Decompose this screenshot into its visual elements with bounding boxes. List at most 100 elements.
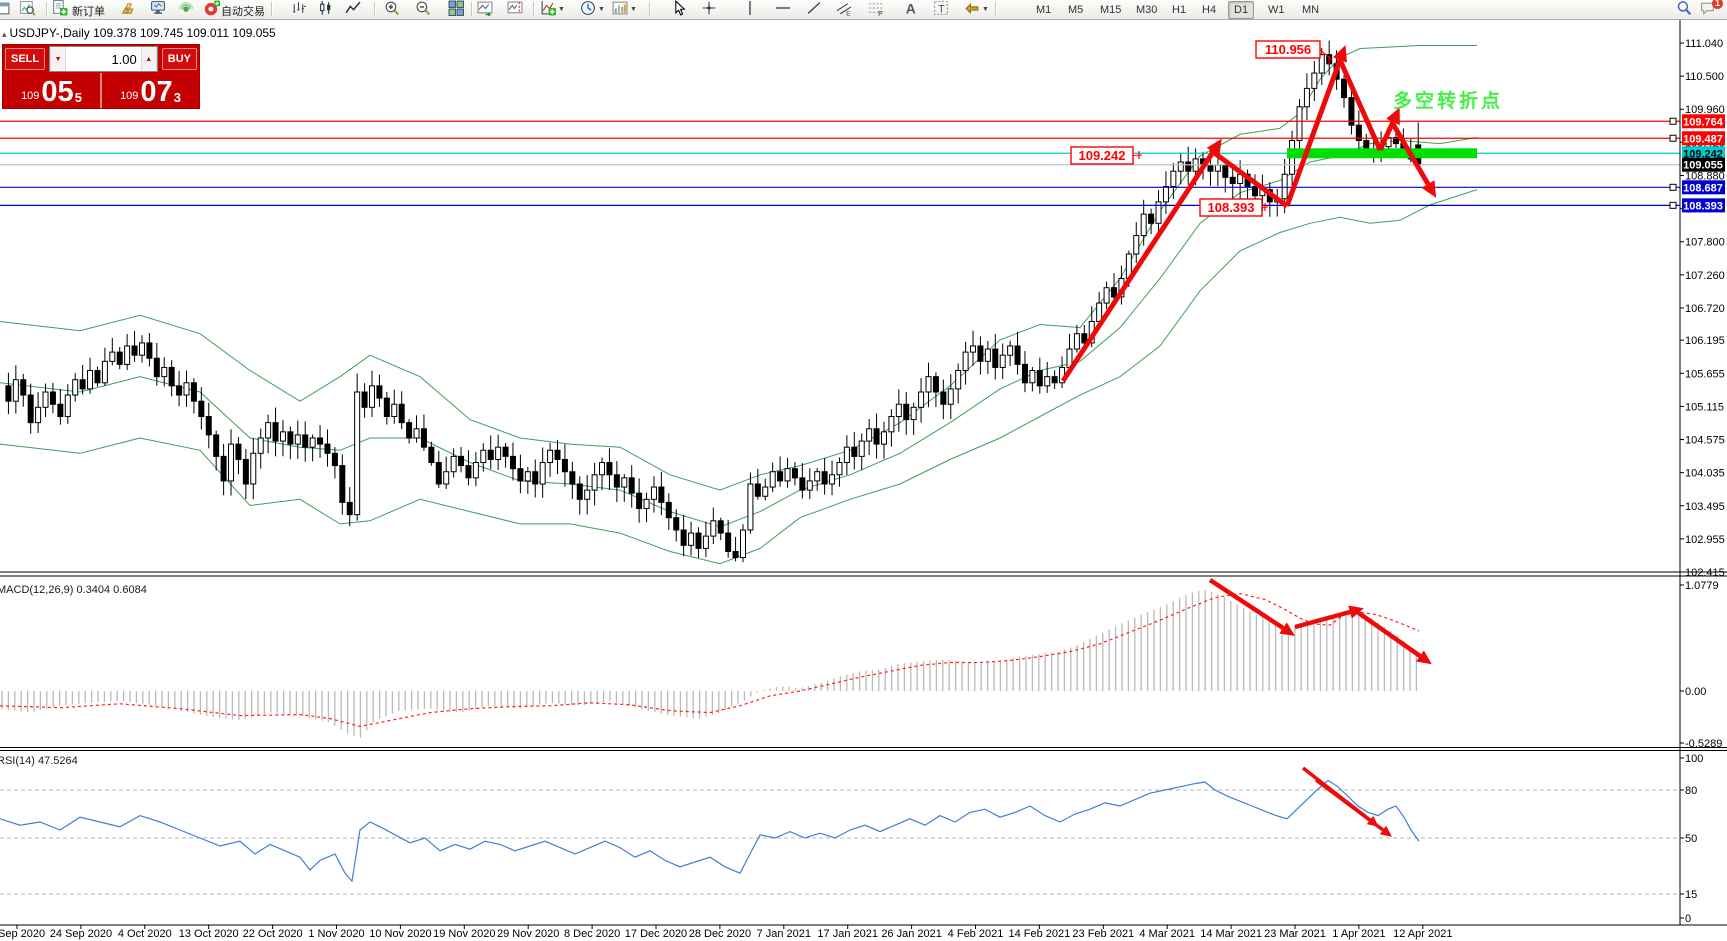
candles-chart-icon[interactable]: [318, 0, 337, 18]
gold-icon[interactable]: [121, 0, 140, 18]
new-order-label[interactable]: 新订单: [72, 6, 105, 18]
autotrade-icon[interactable]: [204, 0, 223, 18]
buy-button[interactable]: BUY: [161, 48, 197, 70]
svg-text:106.720: 106.720: [1685, 303, 1725, 315]
rsi-label: RSI(14) 47.5264: [0, 755, 78, 767]
text-icon[interactable]: A: [902, 0, 921, 18]
timeframe-d1[interactable]: D1: [1228, 1, 1255, 19]
new-order-icon[interactable]: [52, 0, 71, 18]
hline-handle[interactable]: [1669, 201, 1677, 209]
buy-price-button[interactable]: 109 07 3: [102, 73, 199, 108]
price-trend-arrow[interactable]: [1337, 58, 1383, 152]
chart-magnifier-icon[interactable]: [20, 0, 39, 18]
toolbar: 新订单 自动交易 ▼ ▼ ▼ E F A T ▼ M1 M5 M15 M30 H1 H4 D1 W1 MN 1: [0, 0, 1727, 20]
svg-text:108.880: 108.880: [1685, 170, 1725, 182]
support-zone-bar[interactable]: [1287, 148, 1477, 159]
hline-handle[interactable]: [1669, 117, 1677, 125]
price-trend-arrow[interactable]: [1377, 107, 1400, 152]
tile-windows-icon[interactable]: [448, 0, 467, 18]
autotrade-label[interactable]: 自动交易: [221, 6, 265, 18]
svg-text:109.242: 109.242: [1079, 148, 1126, 163]
price-badge: [1682, 146, 1725, 161]
svg-text:50: 50: [1685, 833, 1697, 845]
timeframe-m5[interactable]: M5: [1068, 4, 1084, 16]
timeframe-mn[interactable]: MN: [1302, 4, 1320, 16]
time-axis[interactable]: 5 Sep 2020 24 Sep 2020 4 Oct 2020 13 Oct 20…: [0, 925, 1452, 940]
autoscroll-icon[interactable]: [477, 0, 496, 18]
price-trend-arrow[interactable]: [1284, 45, 1347, 207]
crosshair-icon[interactable]: [701, 0, 720, 18]
dropdown-arrow-icon[interactable]: ▼: [598, 6, 605, 13]
rsi-arrow[interactable]: [1314, 778, 1392, 837]
label-icon[interactable]: T: [933, 0, 952, 18]
price-trend-arrow[interactable]: [1390, 122, 1437, 198]
hline-handle[interactable]: [1669, 134, 1677, 142]
webphone-icon[interactable]: [178, 0, 197, 18]
timeframe-m1[interactable]: M1: [1036, 4, 1052, 16]
svg-text:5 Sep 2020: 5 Sep 2020: [0, 928, 45, 940]
chart-shift-icon[interactable]: [507, 0, 526, 18]
macd-arrow[interactable]: [1351, 607, 1432, 665]
zoom-in-icon[interactable]: [384, 0, 403, 18]
price-callout[interactable]: 110.956: [1255, 40, 1333, 64]
shapes-icon[interactable]: [964, 0, 983, 18]
svg-text:1 Nov 2020: 1 Nov 2020: [308, 928, 364, 940]
price-trend-arrow[interactable]: [1060, 138, 1222, 383]
svg-text:7 Jan 2021: 7 Jan 2021: [757, 928, 811, 940]
svg-text:104.035: 104.035: [1685, 468, 1725, 480]
template-icon[interactable]: [612, 0, 631, 18]
lot-decrease-button[interactable]: ▼: [50, 47, 67, 71]
line-chart-icon[interactable]: [345, 0, 364, 18]
price-badge: [1682, 131, 1725, 146]
timeframe-w1[interactable]: W1: [1268, 4, 1285, 16]
dropdown-arrow-icon[interactable]: ▼: [982, 6, 989, 13]
macd-pane: [1, 589, 1418, 738]
price-axis[interactable]: 111.040110.500109.960109.420108.880108.3…: [1680, 38, 1725, 925]
timeframe-m15[interactable]: M15: [1100, 4, 1122, 16]
turning-point-annotation[interactable]: 多空转折点: [1393, 91, 1504, 112]
svg-text:26 Jan 2021: 26 Jan 2021: [881, 928, 942, 940]
hline-handle[interactable]: [1669, 183, 1677, 191]
search-icon[interactable]: [1676, 0, 1695, 18]
dropdown-arrow-icon[interactable]: ▼: [558, 6, 565, 13]
sell-price-prefix: 109: [21, 90, 40, 102]
periods-icon[interactable]: [580, 0, 599, 18]
sell-price-button[interactable]: 109 05 5: [3, 73, 100, 108]
price-trend-arrow[interactable]: [1211, 149, 1289, 209]
window-icon[interactable]: [0, 0, 14, 18]
svg-text:14 Mar 2021: 14 Mar 2021: [1200, 928, 1262, 940]
hline-icon[interactable]: [775, 0, 794, 18]
price-callout[interactable]: 109.242: [1070, 146, 1143, 165]
svg-text:29 Nov 2020: 29 Nov 2020: [497, 928, 559, 940]
svg-text:10 Nov 2020: 10 Nov 2020: [369, 928, 431, 940]
indicators-icon[interactable]: [540, 0, 559, 18]
toolbar-separator: [46, 2, 48, 16]
trendline-icon[interactable]: [806, 0, 825, 18]
chat-icon[interactable]: 1: [1700, 0, 1723, 18]
timeframe-h4[interactable]: H4: [1202, 4, 1217, 16]
toolbar-separator: [649, 2, 651, 16]
timeframe-m30[interactable]: M30: [1136, 4, 1158, 16]
lot-increase-button[interactable]: ▲: [140, 47, 157, 71]
bollinger-upper: [0, 45, 1477, 491]
cursor-icon[interactable]: [671, 0, 690, 18]
svg-text:17 Jan 2021: 17 Jan 2021: [817, 928, 878, 940]
channel-icon[interactable]: E: [836, 0, 855, 18]
zoom-out-icon[interactable]: [415, 0, 434, 18]
bars-chart-icon[interactable]: [291, 0, 310, 18]
lot-input[interactable]: [66, 47, 141, 71]
svg-text:107.260: 107.260: [1685, 270, 1725, 282]
chart-title-text: USDJPY-,Daily 109.378 109.745 109.011 10…: [9, 26, 276, 40]
svg-text:1.0779: 1.0779: [1685, 580, 1719, 592]
expert-advisor-icon[interactable]: [150, 0, 169, 18]
macd-arrow[interactable]: [1208, 578, 1295, 636]
price-callout[interactable]: 108.393: [1199, 198, 1269, 217]
dropdown-arrow-icon[interactable]: ▼: [630, 6, 637, 13]
timeframe-h1[interactable]: H1: [1172, 4, 1187, 16]
toolbar-separator: [471, 2, 473, 16]
panel-collapse-icon[interactable]: ▴: [2, 29, 7, 39]
vline-icon[interactable]: [742, 0, 761, 18]
sell-button[interactable]: SELL: [5, 48, 46, 70]
fibonacci-icon[interactable]: F: [868, 0, 887, 18]
